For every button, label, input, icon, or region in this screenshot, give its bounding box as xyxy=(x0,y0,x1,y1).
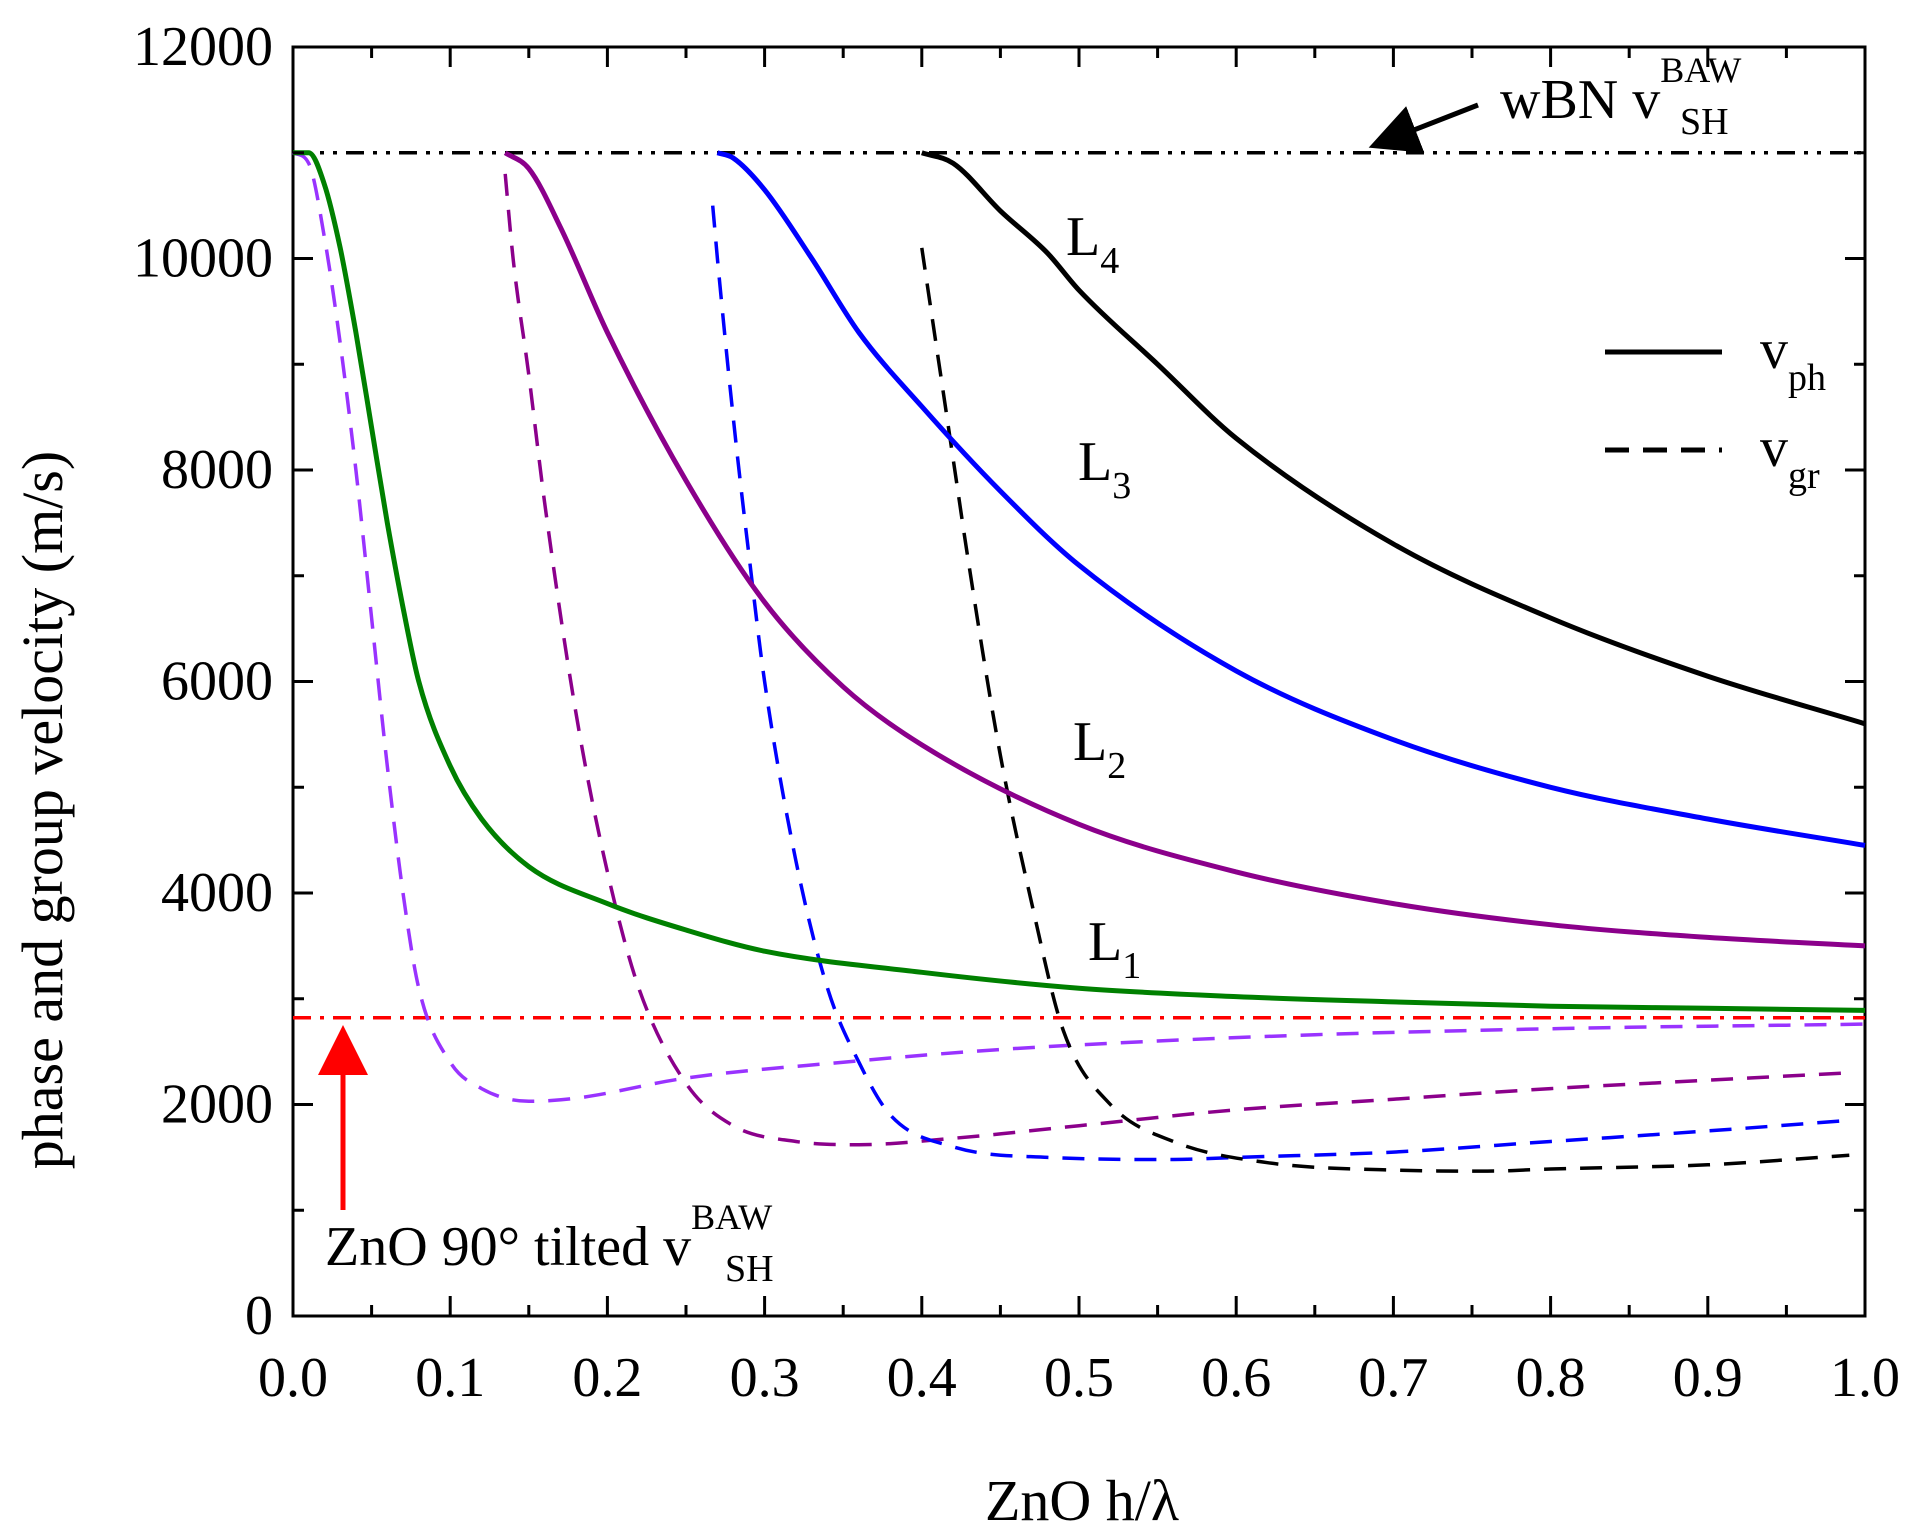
y-tick-label: 12000 xyxy=(133,16,273,78)
x-axis-title: ZnO h/λ xyxy=(985,1468,1179,1533)
x-tick-label: 0.4 xyxy=(887,1347,957,1409)
x-tick-label: 1.0 xyxy=(1830,1347,1900,1409)
series-l2-group xyxy=(503,173,1850,1147)
x-tick-label: 0.5 xyxy=(1044,1347,1114,1409)
x-tick-label: 0.3 xyxy=(730,1347,800,1409)
y-tick-label: 6000 xyxy=(161,651,273,713)
y-axis-title: phase and group velocity (m/s) xyxy=(10,451,75,1169)
y-tick-label: 10000 xyxy=(133,228,273,290)
curve-label-l2: L2 xyxy=(1073,711,1126,787)
y-tick-label: 2000 xyxy=(161,1074,273,1136)
y-tick-label: 0 xyxy=(245,1285,273,1347)
y-tick-label: 4000 xyxy=(161,862,273,924)
series-l2-phase xyxy=(503,150,1866,949)
axis-ticks: 0.0 0.1 0.2 0.3 0.4 0.5 0.6 0.7 0.8 0.9 1.0 0 2000 40… xyxy=(133,16,1900,1409)
x-tick-label: 0.8 xyxy=(1516,1347,1586,1409)
x-tick-label: 0.1 xyxy=(415,1347,485,1409)
legend: vph vgr xyxy=(1605,319,1826,497)
annotation-wbn: wBN vBAW SH xyxy=(1500,50,1741,143)
series-l3-phase xyxy=(716,150,1866,848)
annotation-zno: ZnO 90° tilted vBAW SH xyxy=(325,1197,774,1290)
curve-label-l4: L4 xyxy=(1066,206,1119,282)
curve-label-l1: L1 xyxy=(1088,911,1141,987)
series-l4-phase xyxy=(921,150,1866,727)
x-tick-label: 0.7 xyxy=(1358,1347,1428,1409)
series-l4-group xyxy=(920,247,1850,1173)
legend-label-gr: vgr xyxy=(1760,417,1820,497)
curve-label-l3: L3 xyxy=(1078,431,1131,507)
x-tick-label: 0.2 xyxy=(572,1347,642,1409)
annotation-wbn-arrow xyxy=(1368,102,1479,153)
x-tick-label: 0.9 xyxy=(1673,1347,1743,1409)
y-tick-label: 8000 xyxy=(161,439,273,501)
series-l1-group xyxy=(292,151,1866,1104)
legend-label-ph: vph xyxy=(1760,319,1826,399)
x-tick-label: 0.0 xyxy=(258,1347,328,1409)
annotations: L1 L2 L3 L4 vph vgr wBN vBAW SH ZnO 90° tilted v… xyxy=(318,50,1826,1290)
series-l1-phase xyxy=(293,150,1866,1013)
x-tick-label: 0.6 xyxy=(1201,1347,1271,1409)
